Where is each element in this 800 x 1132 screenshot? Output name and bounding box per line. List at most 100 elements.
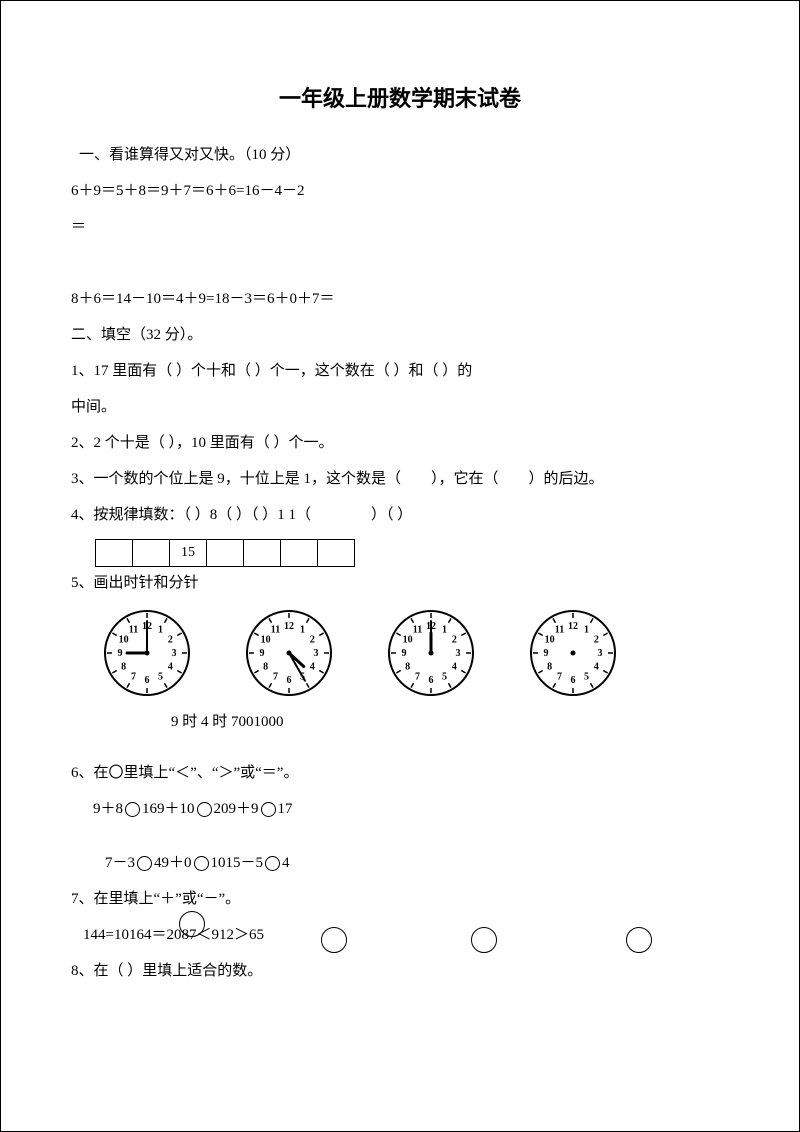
q4: 4、按规律填数：（ ）8（ ）（ ）1 1（ ）（ ） xyxy=(71,503,729,527)
svg-text:1: 1 xyxy=(300,625,305,636)
svg-text:10: 10 xyxy=(545,635,555,646)
svg-text:8: 8 xyxy=(121,662,126,673)
q6a-p4: 17 xyxy=(278,801,293,817)
clock-face: 123456789101112 xyxy=(385,607,477,699)
svg-text:6: 6 xyxy=(287,675,292,686)
svg-text:4: 4 xyxy=(452,662,457,673)
svg-text:10: 10 xyxy=(119,635,129,646)
svg-text:9: 9 xyxy=(402,648,407,659)
q6b-p1: 7－3 xyxy=(105,855,135,871)
svg-text:10: 10 xyxy=(261,635,271,646)
svg-text:7: 7 xyxy=(415,671,420,682)
svg-text:5: 5 xyxy=(442,671,447,682)
svg-text:12: 12 xyxy=(284,621,294,632)
q3: 3、一个数的个位上是 9，十位上是 1，这个数是（ ），它在（ ）的后边。 xyxy=(71,467,729,491)
cell xyxy=(96,540,133,566)
svg-text:1: 1 xyxy=(158,625,163,636)
cell xyxy=(281,540,318,566)
compare-circle xyxy=(197,802,212,817)
svg-text:4: 4 xyxy=(594,662,599,673)
cell xyxy=(318,540,354,566)
q8: 8、在（ ）里填上适合的数。 xyxy=(71,959,729,983)
s1-eq-line3: 8＋6＝14－10＝4＋9=18－3＝6＋0＋7＝ xyxy=(71,287,729,311)
svg-text:2: 2 xyxy=(452,635,457,646)
q7-expr: 144=10164＝2087＜912＞65 xyxy=(83,927,264,943)
clock-4: 123456789101112 xyxy=(527,607,619,704)
svg-text:2: 2 xyxy=(168,635,173,646)
svg-text:11: 11 xyxy=(271,625,280,636)
svg-text:11: 11 xyxy=(129,625,138,636)
q7: 7、在里填上“＋”或“－”。 xyxy=(71,887,729,911)
compare-circle xyxy=(261,802,276,817)
svg-text:4: 4 xyxy=(168,662,173,673)
number-sequence-table: 15 xyxy=(95,539,355,567)
op-circle xyxy=(471,927,497,953)
clock-face: 123456789101112 xyxy=(527,607,619,699)
op-circle xyxy=(626,927,652,953)
page-title: 一年级上册数学期末试卷 xyxy=(71,81,729,113)
s1-eq-line1: 6＋9＝5＋8＝9＋7＝6＋6=16－4－2 xyxy=(71,179,729,203)
q6a: 9＋8 169＋10 209＋9 17 xyxy=(93,797,729,821)
svg-text:8: 8 xyxy=(263,662,268,673)
svg-text:2: 2 xyxy=(594,635,599,646)
clock-2: 123456789101112 xyxy=(243,607,335,704)
svg-text:5: 5 xyxy=(584,671,589,682)
svg-text:1: 1 xyxy=(584,625,589,636)
spacer xyxy=(71,251,729,275)
q1a: 1、17 里面有（ ）个十和（ ）个一，这个数在（ ）和（ ）的 xyxy=(71,359,729,383)
svg-text:3: 3 xyxy=(598,648,603,659)
svg-text:11: 11 xyxy=(555,625,564,636)
svg-text:6: 6 xyxy=(145,675,150,686)
cell xyxy=(244,540,281,566)
q6a-p1: 9＋8 xyxy=(93,801,123,817)
svg-text:2: 2 xyxy=(310,635,315,646)
svg-text:4: 4 xyxy=(310,662,315,673)
compare-circle xyxy=(265,856,280,871)
compare-circle xyxy=(125,802,140,817)
q7-row: 144=10164＝2087＜912＞65 xyxy=(71,923,729,947)
svg-text:7: 7 xyxy=(557,671,562,682)
q5: 5、画出时针和分针 xyxy=(71,571,729,595)
svg-text:8: 8 xyxy=(405,662,410,673)
s1-eq-line2: ＝ xyxy=(71,215,729,239)
op-circle xyxy=(179,911,205,937)
svg-text:11: 11 xyxy=(413,625,422,636)
section2-heading: 二、填空（32 分）。 xyxy=(71,323,729,347)
clock-1: 123456789101112 xyxy=(101,607,193,704)
op-circle xyxy=(321,927,347,953)
q6a-p3: 209＋9 xyxy=(214,801,259,817)
q6b: 7－3 49＋0 1015－5 4 xyxy=(105,851,729,875)
svg-text:7: 7 xyxy=(273,671,278,682)
svg-text:8: 8 xyxy=(547,662,552,673)
svg-text:12: 12 xyxy=(568,621,578,632)
svg-text:1: 1 xyxy=(442,625,447,636)
svg-text:3: 3 xyxy=(456,648,461,659)
svg-text:10: 10 xyxy=(403,635,413,646)
q6a-p2: 169＋10 xyxy=(142,801,195,817)
q6b-p3: 1015－5 xyxy=(211,855,264,871)
q6: 6、在〇里填上“＜”、“＞”或“＝”。 xyxy=(71,761,729,785)
svg-text:6: 6 xyxy=(429,675,434,686)
svg-text:5: 5 xyxy=(158,671,163,682)
clock-3: 123456789101112 xyxy=(385,607,477,704)
svg-text:3: 3 xyxy=(172,648,177,659)
compare-circle xyxy=(194,856,209,871)
svg-text:9: 9 xyxy=(544,648,549,659)
svg-text:9: 9 xyxy=(260,648,265,659)
clock-face: 123456789101112 xyxy=(243,607,335,699)
svg-text:7: 7 xyxy=(131,671,136,682)
spacer xyxy=(71,833,729,839)
clock-face: 123456789101112 xyxy=(101,607,193,699)
q2: 2、2 个十是（ ），10 里面有（ ）个一。 xyxy=(71,431,729,455)
svg-text:6: 6 xyxy=(571,675,576,686)
clocks-row: 1234567891011121234567891011121234567891… xyxy=(101,607,729,704)
q6b-p4: 4 xyxy=(282,855,290,871)
svg-text:9: 9 xyxy=(118,648,123,659)
compare-circle xyxy=(137,856,152,871)
svg-text:3: 3 xyxy=(314,648,319,659)
section1-heading: 一、看谁算得又对又快。（10 分） xyxy=(79,143,729,167)
cell-15: 15 xyxy=(170,540,207,566)
cell xyxy=(207,540,244,566)
clock-labels: 9 时 4 时 7001000 xyxy=(171,710,729,731)
q6b-p2: 49＋0 xyxy=(154,855,192,871)
